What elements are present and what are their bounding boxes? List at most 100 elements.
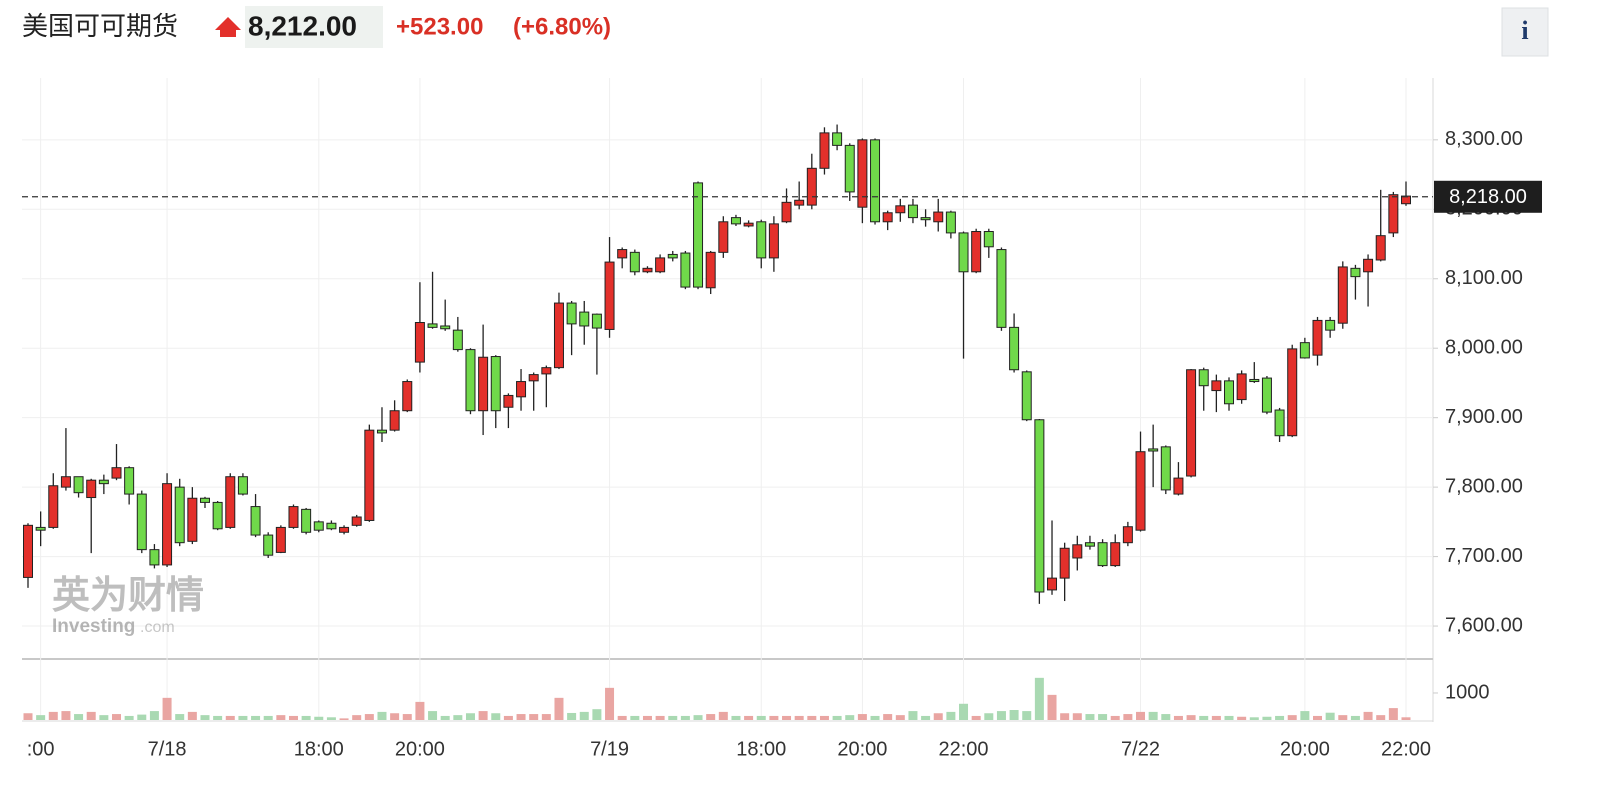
volume-bar	[238, 715, 248, 720]
volume-bar	[314, 716, 324, 720]
volume-bar	[23, 713, 33, 720]
candle-body	[1224, 380, 1235, 405]
volume-bar	[1300, 711, 1310, 720]
volume-bar	[99, 715, 109, 720]
candle-body	[983, 231, 994, 248]
volume-bar	[541, 714, 551, 720]
volume-bar	[377, 711, 387, 720]
volume-bar	[137, 714, 147, 720]
candle-body	[427, 323, 438, 328]
volume-bar	[465, 713, 475, 720]
candle-body	[579, 311, 590, 327]
candle-body	[806, 167, 817, 206]
volume-bar	[503, 715, 513, 720]
y-tick-label: 7,900.00	[1445, 406, 1523, 428]
x-tick-label: :00	[27, 738, 55, 760]
candle-body	[1009, 326, 1020, 371]
volume-bar	[567, 712, 577, 720]
last-price-label: 8,218.00	[1449, 186, 1527, 208]
x-tick-label: 7/22	[1121, 738, 1160, 760]
volume-bar	[668, 715, 678, 720]
volume-bar	[1262, 716, 1272, 720]
volume-bar	[36, 715, 46, 720]
candle-body	[743, 222, 754, 227]
volume-bar	[301, 715, 311, 720]
volume-bar	[782, 715, 792, 720]
volume-bar	[276, 715, 286, 720]
y-tick-label: 8,300.00	[1445, 128, 1523, 150]
volume-bar	[946, 711, 956, 720]
volume-bar	[819, 715, 829, 720]
candle-body	[655, 257, 666, 273]
volume-bar	[895, 715, 905, 720]
candle-body	[351, 516, 362, 526]
volume-bar	[111, 714, 121, 720]
volume-y-tick-label: 1000	[1445, 681, 1490, 703]
candle-body	[920, 217, 931, 221]
info-button[interactable]	[1501, 7, 1549, 57]
candle-body	[718, 221, 729, 253]
volume-bar	[1034, 677, 1044, 720]
y-tick-label: 7,700.00	[1445, 545, 1523, 567]
candle-body	[187, 497, 198, 542]
candle-body	[1198, 369, 1209, 387]
candle-body	[819, 132, 830, 169]
candle-body	[465, 349, 476, 412]
candle-body	[756, 221, 767, 259]
x-tick-label: 22:00	[1381, 738, 1431, 760]
candle-body	[617, 249, 628, 259]
candle-body	[541, 367, 552, 375]
volume-bar	[1123, 714, 1133, 720]
candle-body	[857, 139, 868, 208]
volume-bar	[1110, 715, 1120, 720]
x-tick-label: 18:00	[294, 738, 344, 760]
candle-body	[1312, 319, 1323, 356]
candle-body	[452, 329, 463, 351]
volume-bar	[1350, 715, 1360, 720]
candle-body	[1287, 348, 1298, 437]
candle-body	[1401, 195, 1411, 205]
volume-bar	[1388, 708, 1398, 720]
volume-bar	[175, 714, 185, 720]
candle-body	[528, 374, 539, 382]
candle-body	[907, 204, 918, 219]
volume-bar	[339, 718, 349, 720]
candle-body	[1249, 378, 1260, 383]
y-tick-label: 8,000.00	[1445, 336, 1523, 358]
candle-body	[516, 381, 527, 398]
candle-body	[1084, 542, 1095, 547]
candle-body	[111, 467, 122, 479]
candle-body	[1135, 451, 1146, 531]
candle-body	[1097, 542, 1108, 567]
volume-bar	[213, 715, 223, 720]
volume-bar	[592, 709, 602, 720]
candle-body	[895, 205, 906, 214]
volume-bar	[1186, 715, 1196, 720]
volume-bar	[794, 715, 804, 720]
candle-body	[250, 506, 261, 536]
watermark-site: Investing	[52, 616, 135, 637]
candle-body	[1072, 544, 1083, 559]
volume-bar	[1376, 715, 1386, 720]
candle-body	[149, 549, 160, 566]
candle-body	[1274, 409, 1285, 437]
volume-bar	[1173, 715, 1183, 720]
info-icon[interactable]: i	[1521, 16, 1528, 45]
candle-body	[794, 199, 805, 206]
candle-body	[199, 497, 210, 503]
volume-bar	[516, 714, 526, 720]
price-box	[245, 6, 383, 48]
volume-bar	[718, 711, 728, 720]
volume-bar	[933, 713, 943, 720]
volume-bar	[1098, 714, 1108, 720]
volume-bar	[984, 713, 994, 720]
candle-body	[971, 231, 982, 273]
candle-body	[376, 429, 387, 434]
candle-body	[503, 394, 514, 408]
candle-body	[1047, 577, 1058, 591]
volume-bar	[996, 711, 1006, 720]
volume-bar	[870, 715, 880, 720]
last-price-box	[1434, 180, 1542, 213]
candle-body	[945, 211, 956, 234]
